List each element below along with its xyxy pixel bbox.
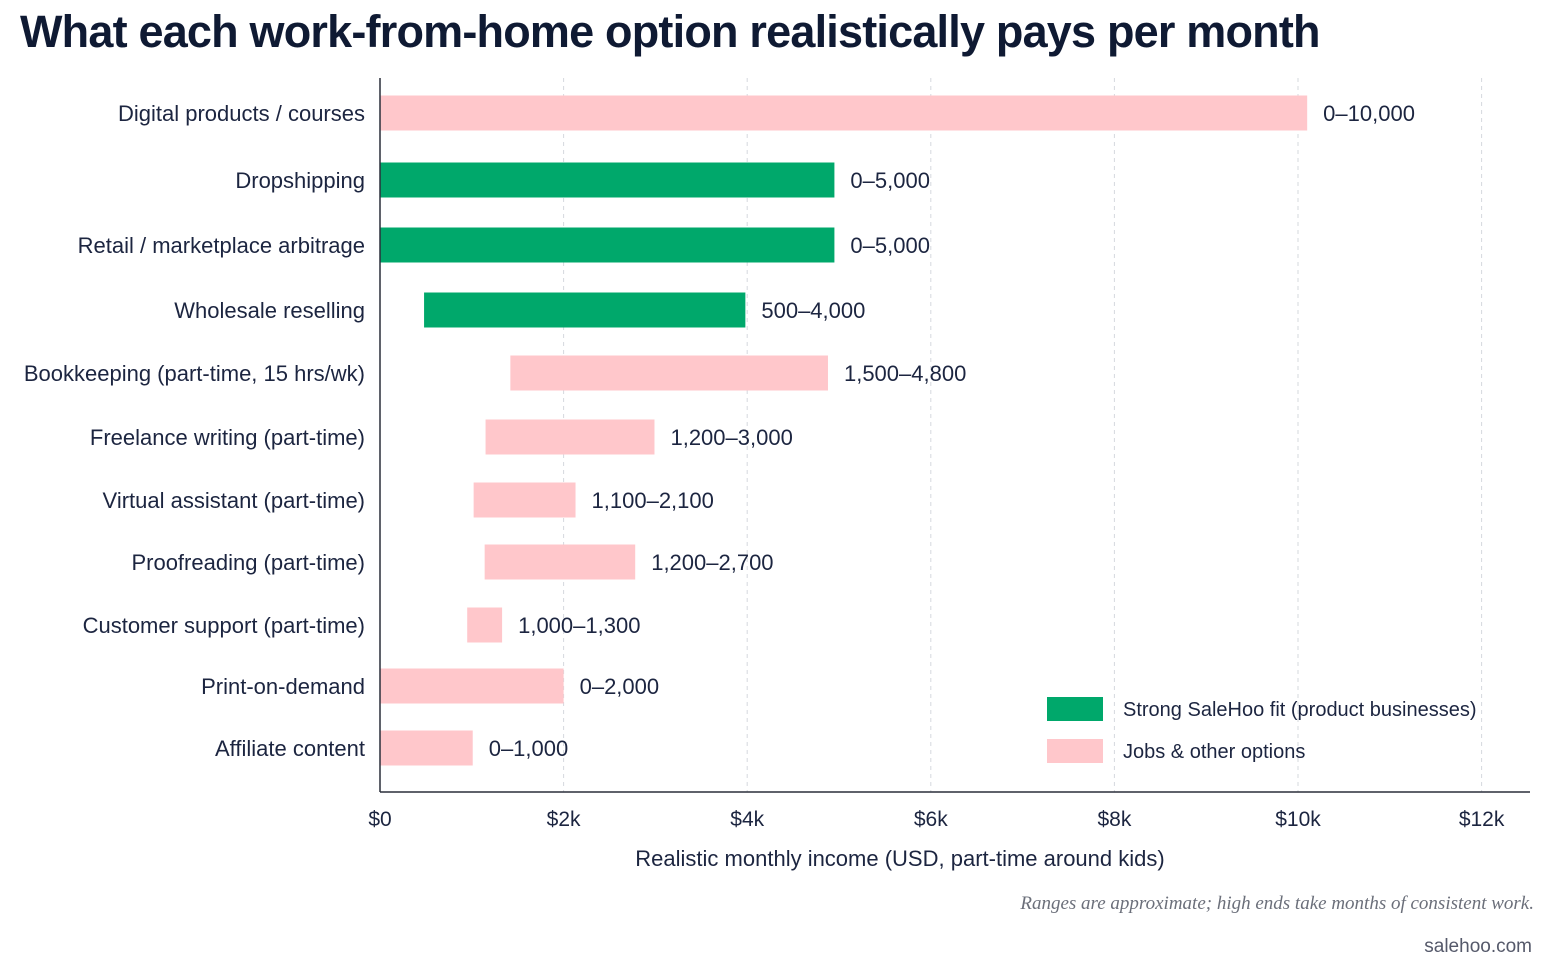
bar bbox=[485, 419, 655, 455]
x-tick-label: $12k bbox=[1459, 808, 1505, 831]
category-label: Digital products / courses bbox=[118, 101, 365, 126]
category-label: Proofreading (part-time) bbox=[131, 550, 365, 575]
category-label: Freelance writing (part-time) bbox=[90, 425, 365, 450]
bar bbox=[510, 355, 828, 391]
category-label: Bookkeeping (part-time, 15 hrs/wk) bbox=[24, 361, 365, 386]
category-label: Retail / marketplace arbitrage bbox=[78, 233, 365, 258]
footnote: Ranges are approximate; high ends take m… bbox=[1020, 893, 1534, 914]
x-tick-label: $10k bbox=[1275, 808, 1321, 831]
value-label: 0–5,000 bbox=[850, 168, 930, 193]
axes: $0 $2k $4k $6k $8k $10k $12k Realistic monthly … bbox=[368, 78, 1530, 871]
category-label: Virtual assistant (part-time) bbox=[103, 488, 365, 513]
bar bbox=[380, 95, 1308, 131]
category-label: Dropshipping bbox=[235, 168, 365, 193]
bar bbox=[424, 292, 746, 328]
source-label: salehoo.com bbox=[1424, 936, 1532, 957]
value-label: 0–10,000 bbox=[1323, 101, 1415, 126]
x-tick-label: $4k bbox=[730, 808, 764, 831]
category-label: Wholesale reselling bbox=[174, 298, 365, 323]
value-label: 0–2,000 bbox=[580, 674, 660, 699]
bars: Digital products / courses 0–10,000 Dropsh… bbox=[24, 95, 1415, 766]
value-label: 1,000–1,300 bbox=[518, 613, 640, 638]
value-label: 0–1,000 bbox=[489, 736, 569, 761]
legend-label: Jobs & other options bbox=[1123, 741, 1305, 763]
x-tick-label: $2k bbox=[547, 808, 581, 831]
legend-swatch bbox=[1047, 739, 1103, 763]
value-label: 1,500–4,800 bbox=[844, 361, 966, 386]
x-tick-label: $0 bbox=[368, 808, 391, 831]
bar bbox=[473, 482, 576, 518]
bar bbox=[380, 730, 473, 766]
chart-title: What each work-from-home option realisti… bbox=[20, 6, 1321, 57]
x-tick-label: $8k bbox=[1097, 808, 1131, 831]
value-label: 0–5,000 bbox=[850, 233, 930, 258]
legend-label: Strong SaleHoo fit (product businesses) bbox=[1123, 699, 1477, 721]
category-label: Affiliate content bbox=[215, 736, 365, 761]
bar bbox=[467, 607, 503, 643]
bar bbox=[380, 227, 835, 263]
value-label: 1,100–2,100 bbox=[592, 488, 714, 513]
bar bbox=[380, 668, 564, 704]
category-label: Print-on-demand bbox=[201, 674, 365, 699]
value-label: 1,200–2,700 bbox=[651, 550, 773, 575]
bar bbox=[484, 544, 636, 580]
value-label: 500–4,000 bbox=[761, 298, 865, 323]
legend: Strong SaleHoo fit (product businesses) J… bbox=[1047, 697, 1477, 763]
x-axis-title: Realistic monthly income (USD, part-time… bbox=[635, 846, 1164, 871]
category-label: Customer support (part-time) bbox=[83, 613, 365, 638]
value-label: 1,200–3,000 bbox=[670, 425, 792, 450]
x-tick-label: $6k bbox=[914, 808, 948, 831]
bar bbox=[380, 162, 835, 198]
legend-swatch bbox=[1047, 697, 1103, 721]
